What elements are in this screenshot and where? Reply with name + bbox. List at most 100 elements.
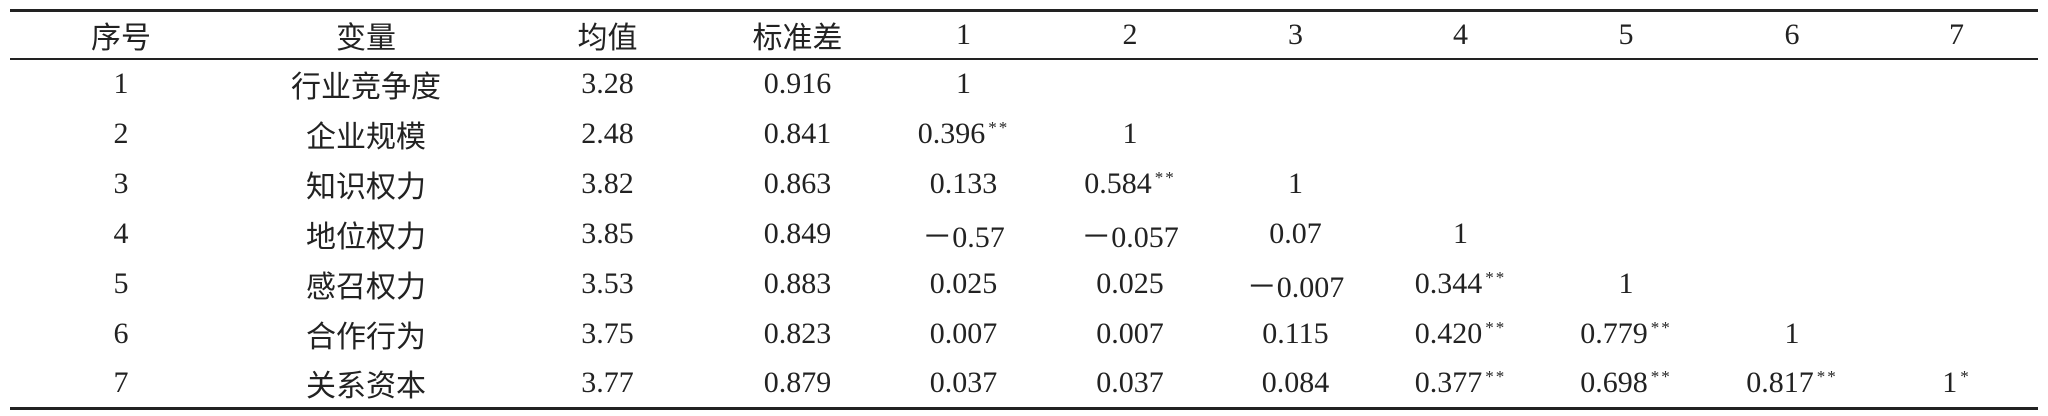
table-cell: 0.115 bbox=[1262, 316, 1329, 350]
table-row: 4 地位权力 3.85 0.849 －0.57 －0.057 0.07 1 bbox=[10, 209, 2038, 259]
empty-cell bbox=[1378, 59, 1543, 109]
empty-cell bbox=[1378, 109, 1543, 159]
cell-value: 1 bbox=[1942, 365, 1958, 399]
table-row: 5 感召权力 3.53 0.883 0.025 0.025 －0.007 0.344 ** 1 bbox=[10, 259, 2038, 309]
table-cell: 0.07 bbox=[1269, 216, 1322, 250]
table-header: 序号 变量 均值 标准差 1 2 3 4 5 6 7 bbox=[10, 10, 2038, 59]
empty-cell bbox=[1047, 59, 1213, 109]
table-cell: 0.841 bbox=[763, 116, 832, 150]
table-cell: 0.879 bbox=[763, 365, 832, 399]
table-cell: 地位权力 bbox=[306, 220, 426, 254]
table-cell: 0.823 bbox=[763, 316, 832, 350]
empty-cell bbox=[1875, 309, 2038, 359]
table-cell: 2 bbox=[113, 116, 129, 150]
empty-cell bbox=[1875, 159, 2038, 209]
significance-mark: * bbox=[1960, 366, 1971, 386]
table-cell: 2.48 bbox=[581, 116, 634, 150]
significance-mark: ** bbox=[1650, 317, 1672, 337]
significance-mark: ** bbox=[1154, 167, 1176, 187]
significance-mark: ** bbox=[1485, 317, 1507, 337]
table-body: 1 行业竞争度 3.28 0.916 1 2 企业规模 2.48 0.841 0.396 ** 1 3 知… bbox=[10, 59, 2038, 409]
header-cell: 标准差 bbox=[752, 21, 843, 55]
table-cell: 3.75 bbox=[581, 316, 634, 350]
header-cell: 1 bbox=[956, 17, 971, 51]
table-cell: 企业规模 bbox=[306, 120, 426, 154]
table-cell: 3.85 bbox=[581, 216, 634, 250]
cell-value: 0.344 bbox=[1414, 266, 1483, 300]
table-cell: 合作行为 bbox=[306, 320, 426, 354]
table-cell: 知识权力 bbox=[306, 170, 426, 204]
cell-value: 0.698 bbox=[1580, 365, 1648, 399]
table-cell: 0.698 ** bbox=[1543, 359, 1709, 409]
table-cell: 0.396 ** bbox=[880, 109, 1047, 159]
significance-mark: ** bbox=[1485, 366, 1507, 386]
cell-value: 0.817 bbox=[1746, 365, 1814, 399]
table-cell: 0.084 bbox=[1261, 365, 1330, 399]
empty-cell bbox=[1709, 159, 1875, 209]
table-cell: 0.025 bbox=[929, 266, 998, 300]
table-cell: 感召权力 bbox=[306, 270, 426, 304]
table-row: 7 关系资本 3.77 0.879 0.037 0.037 0.084 0.377 ** 0.69… bbox=[10, 359, 2038, 409]
header-cell: 6 bbox=[1784, 17, 1800, 51]
header-cell: 2 bbox=[1122, 17, 1138, 51]
table-cell: 1 bbox=[956, 67, 971, 100]
table-cell: 0.377 ** bbox=[1378, 359, 1543, 409]
empty-cell bbox=[1543, 209, 1709, 259]
table-cell: 0.420 ** bbox=[1378, 309, 1543, 359]
table-cell: 0.916 bbox=[763, 67, 832, 100]
table-cell: 0.133 bbox=[929, 166, 998, 200]
table-cell: 4 bbox=[113, 216, 129, 250]
header-row: 序号 变量 均值 标准差 1 2 3 4 5 6 7 bbox=[10, 10, 2038, 59]
header-cell: 变量 bbox=[336, 21, 396, 55]
empty-cell bbox=[1709, 59, 1875, 109]
header-cell: 7 bbox=[1949, 17, 1964, 51]
table-cell: 0.863 bbox=[763, 166, 832, 200]
significance-mark: ** bbox=[988, 117, 1010, 137]
empty-cell bbox=[1709, 259, 1875, 309]
table-cell: 3.77 bbox=[581, 365, 634, 399]
table-cell: 0.883 bbox=[763, 266, 832, 300]
significance-mark: ** bbox=[1816, 366, 1838, 386]
table-cell: 0.849 bbox=[763, 216, 832, 250]
table-cell: 1 bbox=[1453, 216, 1468, 250]
table-cell: 0.584 ** bbox=[1047, 159, 1213, 209]
table-cell: －0.057 bbox=[1081, 220, 1179, 254]
table-cell: 1 bbox=[1288, 166, 1303, 200]
table-cell: 0.037 bbox=[1096, 365, 1164, 399]
table-cell: 3.28 bbox=[581, 67, 634, 100]
header-cell: 3 bbox=[1288, 17, 1303, 51]
table-cell: 3.53 bbox=[581, 266, 634, 300]
empty-cell bbox=[1875, 109, 2038, 159]
empty-cell bbox=[1378, 159, 1543, 209]
empty-cell bbox=[1543, 159, 1709, 209]
table-cell: 1 bbox=[1122, 116, 1138, 150]
empty-cell bbox=[1875, 259, 2038, 309]
table-cell: 1 bbox=[1784, 316, 1800, 350]
table-cell: 0.779 ** bbox=[1543, 309, 1709, 359]
table-cell: 6 bbox=[113, 316, 129, 350]
empty-cell bbox=[1875, 59, 2038, 109]
table-cell: 1 bbox=[1618, 266, 1634, 300]
table-row: 2 企业规模 2.48 0.841 0.396 ** 1 bbox=[10, 109, 2038, 159]
table-cell: 关系资本 bbox=[306, 369, 426, 403]
cell-value: 0.377 bbox=[1414, 365, 1483, 399]
table-cell: 0.037 bbox=[929, 365, 998, 399]
header-cell: 均值 bbox=[577, 21, 638, 55]
table-cell: 行业竞争度 bbox=[291, 71, 441, 104]
empty-cell bbox=[1709, 209, 1875, 259]
cell-value: 0.779 bbox=[1580, 316, 1648, 350]
cell-value: 0.584 bbox=[1084, 166, 1152, 200]
empty-cell bbox=[1543, 109, 1709, 159]
header-cell: 序号 bbox=[91, 21, 151, 55]
significance-mark: ** bbox=[1485, 267, 1507, 287]
table-cell: 3.82 bbox=[581, 166, 634, 200]
table-row: 3 知识权力 3.82 0.863 0.133 0.584 ** 1 bbox=[10, 159, 2038, 209]
table-cell: 5 bbox=[113, 266, 129, 300]
significance-mark: ** bbox=[1650, 366, 1672, 386]
empty-cell bbox=[1875, 209, 2038, 259]
empty-cell bbox=[1213, 59, 1378, 109]
empty-cell bbox=[1709, 109, 1875, 159]
correlation-table: 序号 变量 均值 标准差 1 2 3 4 5 6 7 1 行业竞争度 3.28 0.916 1 2 企业规模 2.… bbox=[10, 9, 2038, 410]
table-row: 1 行业竞争度 3.28 0.916 1 bbox=[10, 59, 2038, 109]
